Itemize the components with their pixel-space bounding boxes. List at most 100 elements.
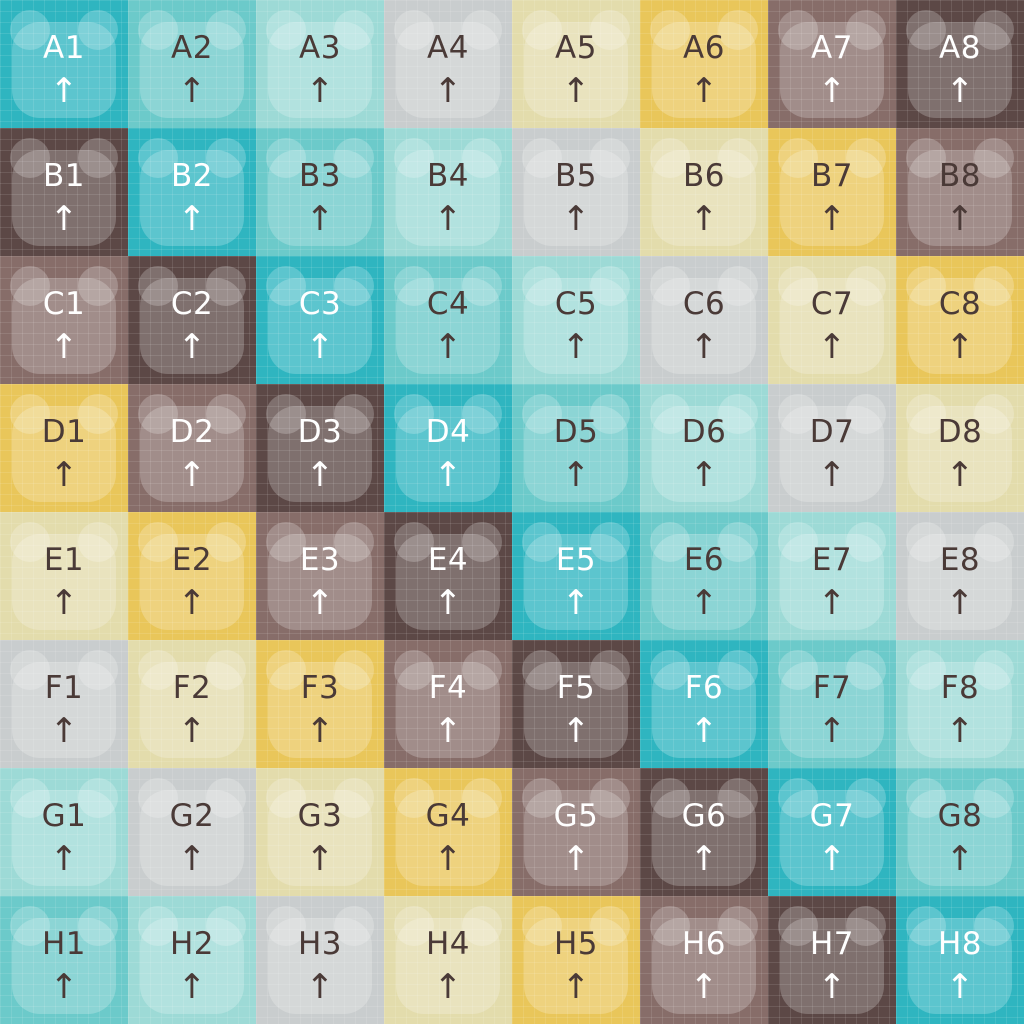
tile-a5[interactable]: A5 ↑ — [512, 0, 640, 128]
tile-f7[interactable]: F7 ↑ — [768, 640, 896, 768]
tile-label: H5 — [553, 926, 599, 962]
tile-label: F8 — [940, 670, 980, 706]
tile-g4[interactable]: G4 ↑ — [384, 768, 512, 896]
tile-e6[interactable]: E6 ↑ — [640, 512, 768, 640]
tile-c7[interactable]: C7 ↑ — [768, 256, 896, 384]
tile-label: A2 — [171, 30, 213, 66]
tile-label: E4 — [427, 542, 469, 578]
arrow-up-icon: ↑ — [689, 967, 719, 1007]
tile-d4[interactable]: D4 ↑ — [384, 384, 512, 512]
tile-label: E1 — [43, 542, 85, 578]
arrow-up-icon: ↑ — [433, 583, 463, 623]
tile-a6[interactable]: A6 ↑ — [640, 0, 768, 128]
arrow-up-icon: ↑ — [305, 199, 335, 239]
tile-c4[interactable]: C4 ↑ — [384, 256, 512, 384]
tile-c2[interactable]: C2 ↑ — [128, 256, 256, 384]
tile-g1[interactable]: G1 ↑ — [0, 768, 128, 896]
tile-h4[interactable]: H4 ↑ — [384, 896, 512, 1024]
tile-e7[interactable]: E7 ↑ — [768, 512, 896, 640]
tile-label: B7 — [811, 158, 853, 194]
tile-label: C4 — [426, 286, 470, 322]
tile-e5[interactable]: E5 ↑ — [512, 512, 640, 640]
tile-e2[interactable]: E2 ↑ — [128, 512, 256, 640]
tile-f4[interactable]: F4 ↑ — [384, 640, 512, 768]
arrow-up-icon: ↑ — [49, 839, 79, 879]
tile-f1[interactable]: F1 ↑ — [0, 640, 128, 768]
arrow-up-icon: ↑ — [49, 327, 79, 367]
tile-label: A8 — [939, 30, 981, 66]
tile-h3[interactable]: H3 ↑ — [256, 896, 384, 1024]
tile-f8[interactable]: F8 ↑ — [896, 640, 1024, 768]
arrow-up-icon: ↑ — [561, 199, 591, 239]
tile-label: F4 — [428, 670, 468, 706]
arrow-up-icon: ↑ — [177, 71, 207, 111]
arrow-up-icon: ↑ — [49, 711, 79, 751]
tile-h1[interactable]: H1 ↑ — [0, 896, 128, 1024]
tile-b4[interactable]: B4 ↑ — [384, 128, 512, 256]
tile-d8[interactable]: D8 ↑ — [896, 384, 1024, 512]
tile-label: C2 — [170, 286, 214, 322]
tile-d3[interactable]: D3 ↑ — [256, 384, 384, 512]
tile-g5[interactable]: G5 ↑ — [512, 768, 640, 896]
tile-f5[interactable]: F5 ↑ — [512, 640, 640, 768]
tile-c3[interactable]: C3 ↑ — [256, 256, 384, 384]
tile-b6[interactable]: B6 ↑ — [640, 128, 768, 256]
arrow-up-icon: ↑ — [945, 71, 975, 111]
tile-b5[interactable]: B5 ↑ — [512, 128, 640, 256]
tile-label: B2 — [171, 158, 213, 194]
tile-c1[interactable]: C1 ↑ — [0, 256, 128, 384]
tile-f2[interactable]: F2 ↑ — [128, 640, 256, 768]
arrow-up-icon: ↑ — [817, 967, 847, 1007]
tile-f3[interactable]: F3 ↑ — [256, 640, 384, 768]
tile-a4[interactable]: A4 ↑ — [384, 0, 512, 128]
tile-a8[interactable]: A8 ↑ — [896, 0, 1024, 128]
tile-a7[interactable]: A7 ↑ — [768, 0, 896, 128]
tile-c6[interactable]: C6 ↑ — [640, 256, 768, 384]
tile-label: D6 — [681, 414, 727, 450]
arrow-up-icon: ↑ — [817, 327, 847, 367]
tile-h2[interactable]: H2 ↑ — [128, 896, 256, 1024]
arrow-up-icon: ↑ — [689, 455, 719, 495]
tile-e1[interactable]: E1 ↑ — [0, 512, 128, 640]
tile-g3[interactable]: G3 ↑ — [256, 768, 384, 896]
tile-g8[interactable]: G8 ↑ — [896, 768, 1024, 896]
tile-d5[interactable]: D5 ↑ — [512, 384, 640, 512]
tile-h8[interactable]: H8 ↑ — [896, 896, 1024, 1024]
tile-h6[interactable]: H6 ↑ — [640, 896, 768, 1024]
tile-g6[interactable]: G6 ↑ — [640, 768, 768, 896]
tile-d1[interactable]: D1 ↑ — [0, 384, 128, 512]
tile-label: G4 — [425, 798, 471, 834]
arrow-up-icon: ↑ — [49, 71, 79, 111]
tile-d6[interactable]: D6 ↑ — [640, 384, 768, 512]
tile-e8[interactable]: E8 ↑ — [896, 512, 1024, 640]
tile-d7[interactable]: D7 ↑ — [768, 384, 896, 512]
tile-b8[interactable]: B8 ↑ — [896, 128, 1024, 256]
arrow-up-icon: ↑ — [945, 199, 975, 239]
tile-b7[interactable]: B7 ↑ — [768, 128, 896, 256]
tile-b2[interactable]: B2 ↑ — [128, 128, 256, 256]
tile-b3[interactable]: B3 ↑ — [256, 128, 384, 256]
tile-g7[interactable]: G7 ↑ — [768, 768, 896, 896]
tile-label: D4 — [425, 414, 471, 450]
tile-c5[interactable]: C5 ↑ — [512, 256, 640, 384]
tile-h5[interactable]: H5 ↑ — [512, 896, 640, 1024]
tile-a1[interactable]: A1 ↑ — [0, 0, 128, 128]
arrow-up-icon: ↑ — [817, 71, 847, 111]
tile-h7[interactable]: H7 ↑ — [768, 896, 896, 1024]
tile-a2[interactable]: A2 ↑ — [128, 0, 256, 128]
tile-b1[interactable]: B1 ↑ — [0, 128, 128, 256]
tile-e3[interactable]: E3 ↑ — [256, 512, 384, 640]
tile-label: D1 — [41, 414, 87, 450]
tile-f6[interactable]: F6 ↑ — [640, 640, 768, 768]
arrow-up-icon: ↑ — [817, 455, 847, 495]
tile-c8[interactable]: C8 ↑ — [896, 256, 1024, 384]
tile-g2[interactable]: G2 ↑ — [128, 768, 256, 896]
tile-label: E6 — [683, 542, 725, 578]
tile-d2[interactable]: D2 ↑ — [128, 384, 256, 512]
tile-e4[interactable]: E4 ↑ — [384, 512, 512, 640]
arrow-up-icon: ↑ — [177, 583, 207, 623]
tile-label: H8 — [937, 926, 983, 962]
arrow-up-icon: ↑ — [305, 711, 335, 751]
tile-a3[interactable]: A3 ↑ — [256, 0, 384, 128]
tile-label: C3 — [298, 286, 342, 322]
